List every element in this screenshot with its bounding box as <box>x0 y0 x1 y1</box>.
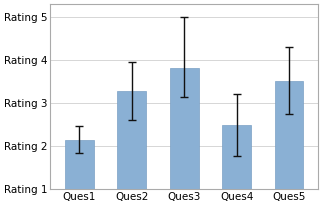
Bar <box>170 68 199 189</box>
Bar <box>117 91 146 189</box>
Bar <box>222 125 251 189</box>
Bar <box>65 140 94 189</box>
Bar <box>275 81 303 189</box>
